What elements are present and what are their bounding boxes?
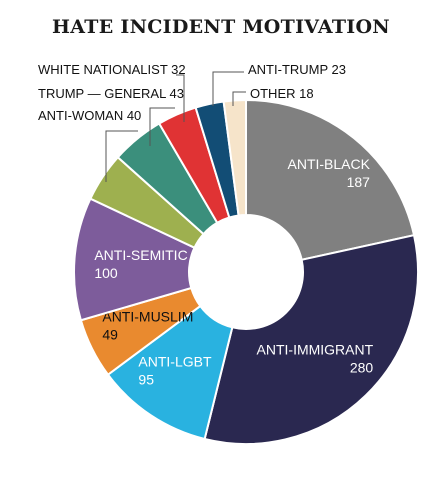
leader-line-trump-general — [149, 107, 175, 146]
category-label-anti-black: ANTI-BLACK — [288, 156, 371, 172]
slice-other — [222, 98, 247, 217]
value-label-anti-immigrant: 280 — [350, 360, 374, 376]
leader-line-white-nationalist — [176, 74, 185, 122]
data-label-anti-woman: ANTI-WOMAN 40 — [38, 108, 141, 123]
value-label-anti-lgbt: 95 — [138, 372, 154, 388]
category-label-anti-muslim: ANTI-MUSLIM — [102, 309, 193, 325]
category-label-anti-immigrant: ANTI-IMMIGRANT — [257, 342, 374, 358]
value-label-anti-semitic: 100 — [94, 265, 118, 281]
category-label-anti-semitic: ANTI-SEMITIC — [94, 247, 187, 263]
leader-line-anti-woman — [105, 130, 138, 182]
data-label-other: OTHER 18 — [250, 86, 314, 101]
value-label-anti-black: 187 — [347, 174, 371, 190]
leader-line-anti-trump — [212, 71, 244, 106]
data-label-anti-semitic: ANTI-SEMITIC 100 — [94, 247, 187, 281]
category-label-anti-lgbt: ANTI-LGBT — [138, 354, 212, 370]
data-label-white-nationalist: WHITE NATIONALIST 32 — [38, 62, 186, 77]
value-label-anti-muslim: 49 — [102, 327, 118, 343]
data-label-anti-lgbt: ANTI-LGBT 95 — [138, 354, 212, 388]
slice-anti-immigrant — [203, 234, 419, 445]
data-label-trump-general: TRUMP — GENERAL 43 — [38, 86, 184, 101]
slice-anti-semitic — [73, 197, 196, 322]
data-label-anti-black: ANTI-BLACK 187 — [288, 156, 371, 190]
chart-title: HATE INCIDENT MOTIVATION — [52, 16, 390, 38]
leader-line-other — [232, 91, 246, 106]
data-label-anti-trump: ANTI-TRUMP 23 — [248, 62, 346, 77]
slice-anti-black — [245, 98, 416, 261]
data-label-anti-immigrant: ANTI-IMMIGRANT 280 — [257, 342, 374, 376]
data-label-anti-muslim: ANTI-MUSLIM 49 — [102, 309, 193, 343]
